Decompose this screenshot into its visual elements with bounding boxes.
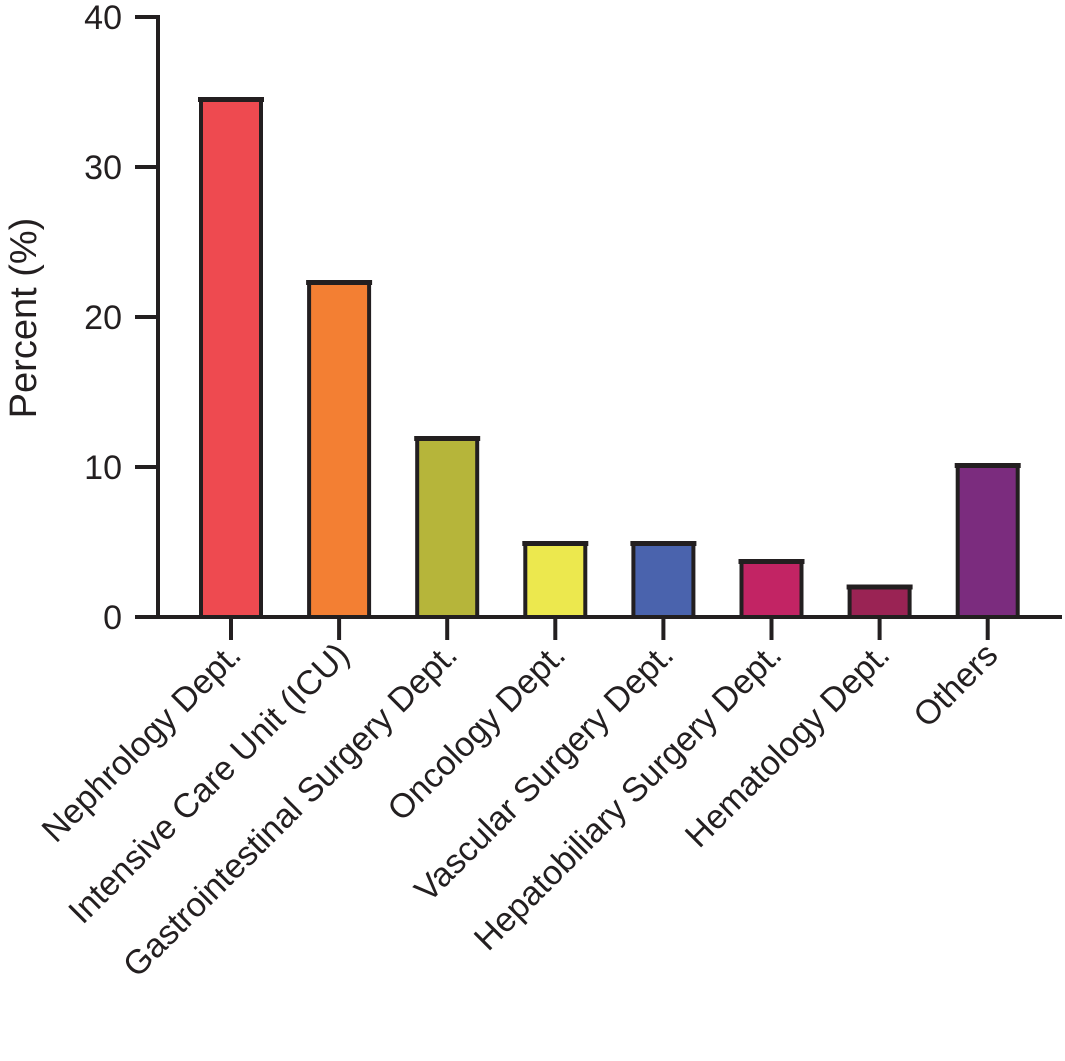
bar xyxy=(846,584,913,619)
x-tick-label: Hematology Dept. xyxy=(678,636,897,855)
x-axis: Nephrology Dept.Intensive Care Unit (ICU… xyxy=(35,615,1062,985)
bar xyxy=(738,559,805,619)
bar xyxy=(954,463,1021,619)
y-tick-label: 40 xyxy=(84,0,122,37)
bar xyxy=(198,97,264,619)
y-tick-label: 20 xyxy=(84,299,122,337)
bar xyxy=(306,280,373,619)
y-tick-label: 30 xyxy=(84,149,122,187)
y-tick-label: 0 xyxy=(103,599,122,637)
y-tick-label: 10 xyxy=(84,449,122,487)
bar xyxy=(630,541,697,619)
bar xyxy=(522,541,589,619)
bars-group xyxy=(198,97,1021,619)
bar xyxy=(414,436,481,619)
x-tick-label: Others xyxy=(906,636,1005,735)
y-axis-title: Percent (%) xyxy=(3,218,45,419)
x-tick-label: Nephrology Dept. xyxy=(35,636,249,850)
y-axis: 0 10 20 30 40 xyxy=(84,0,160,637)
